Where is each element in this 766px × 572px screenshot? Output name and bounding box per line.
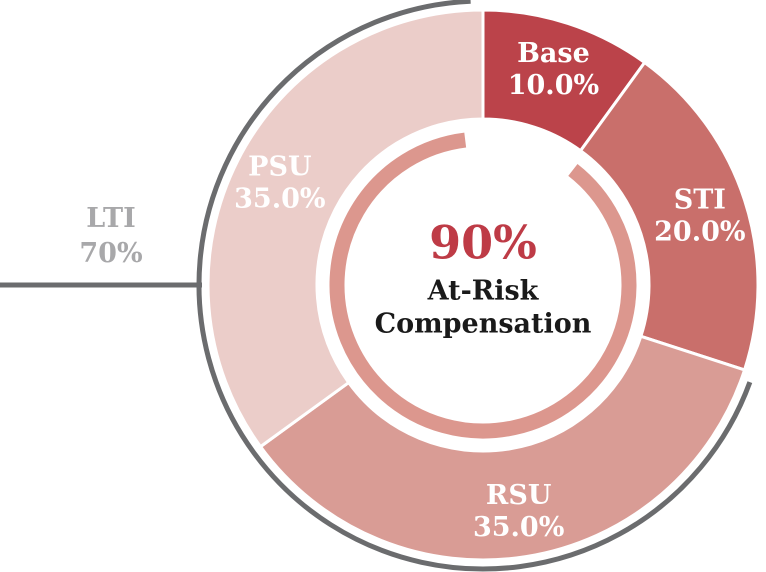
at-risk-inner-ring: [329, 132, 637, 439]
segment-label-sti: STI: [674, 185, 726, 216]
segment-pct-rsu: 35.0%: [473, 512, 564, 543]
segment-psu: [206, 8, 485, 449]
lti-bracket-pct: 70%: [79, 238, 143, 269]
segment-label-base: Base: [517, 38, 590, 69]
segment-sti: [578, 60, 760, 372]
center-line-1: At-Risk: [427, 275, 539, 307]
segment-label-rsu: RSU: [486, 480, 551, 511]
center-line-2: Compensation: [374, 308, 592, 340]
center-label: 90% At-Risk Compensation: [374, 215, 592, 342]
segment-rsu: [258, 334, 747, 562]
segment-pct-psu: 35.0%: [234, 183, 325, 214]
segment-pct-sti: 20.0%: [654, 217, 745, 248]
center-value: 90%: [429, 215, 537, 270]
lti-bracket-arc: [196, 0, 753, 572]
segment-label-psu: PSU: [248, 151, 311, 182]
lti-bracket-label: LTI 70%: [79, 201, 142, 271]
lti-bracket-name: LTI: [86, 202, 136, 234]
segment-pct-base: 10.0%: [508, 70, 599, 101]
